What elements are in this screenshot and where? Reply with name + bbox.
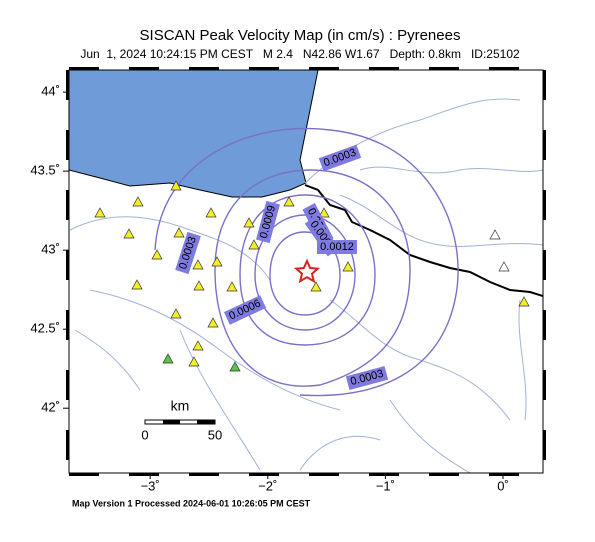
- x-tick-label: −1˚: [376, 478, 395, 493]
- frame-segment: [543, 190, 546, 220]
- frame-segment: [189, 67, 219, 70]
- scale-bar-segment: [163, 420, 180, 424]
- contour-label-box: [256, 200, 280, 244]
- frame-segment: [249, 473, 279, 476]
- frame-segment: [543, 310, 546, 340]
- scale-end: 50: [208, 427, 222, 442]
- border: [304, 184, 543, 297]
- frame-segment: [309, 67, 339, 70]
- frame-segment: [249, 67, 279, 70]
- y-tick-label: 43˚: [41, 242, 60, 257]
- frame-segment: [543, 70, 546, 100]
- frame-segment: [429, 67, 459, 70]
- scale-bar: km 0 50: [141, 398, 222, 443]
- x-tick-label: −2˚: [258, 478, 277, 493]
- frame-segment: [369, 473, 399, 476]
- frame-segment: [66, 370, 69, 400]
- rivers: [69, 98, 543, 473]
- sea: [69, 70, 319, 198]
- frame-segment: [66, 190, 69, 220]
- frame-segment: [129, 67, 159, 70]
- epicenter: [293, 258, 321, 284]
- frame-segment: [489, 67, 519, 70]
- y-tick-label: 44˚: [41, 84, 60, 99]
- title: SISCAN Peak Velocity Map (in cm/s) : Pyr…: [140, 27, 461, 44]
- frame-segment: [543, 250, 546, 280]
- frame-segment: [309, 473, 339, 476]
- frame-segment: [543, 430, 546, 460]
- frame-segment: [543, 130, 546, 160]
- scale-bar-segment: [197, 420, 215, 424]
- contour-label-box: [175, 231, 201, 275]
- subtitle: Jun 1, 2024 10:24:15 PM CEST M 2.4 N42.8…: [80, 47, 520, 61]
- scale-unit: km: [171, 398, 190, 414]
- contour-label-box: [345, 366, 389, 390]
- contour-label-box: [317, 240, 357, 254]
- scale-start: 0: [141, 427, 148, 442]
- map-area: [69, 70, 543, 473]
- frame-segment: [66, 130, 69, 160]
- contour-label-text: 0.0012: [320, 241, 354, 253]
- y-tick-label: 42.5˚: [30, 321, 60, 336]
- frame-segment: [66, 250, 69, 280]
- frame-segment: [429, 473, 459, 476]
- footer: Map Version 1 Processed 2024-06-01 10:26…: [72, 498, 311, 508]
- stations: [94, 180, 530, 372]
- frame-segment: [69, 473, 99, 476]
- frame-segment: [369, 67, 399, 70]
- y-tick-label: 42˚: [41, 400, 60, 415]
- frame-segment: [129, 473, 159, 476]
- frame-segment: [189, 473, 219, 476]
- frame-segment: [543, 370, 546, 400]
- y-tick-label: 43.5˚: [30, 163, 60, 178]
- frame-segment: [489, 473, 519, 476]
- frame-segment: [66, 430, 69, 460]
- contour-label: 0.0012: [317, 240, 357, 254]
- x-tick-label: −3˚: [141, 478, 160, 493]
- frame-segment: [69, 67, 99, 70]
- contour-label-box: [318, 144, 362, 172]
- frame-segment: [66, 70, 69, 100]
- x-tick-label: 0˚: [497, 478, 509, 493]
- contour-label-box: [223, 295, 267, 325]
- frame-ticks: −3˚ −2˚ −1˚ 0˚ 44˚ 43.5˚ 43˚ 42.5˚ 42˚: [30, 67, 546, 493]
- frame-segment: [66, 310, 69, 340]
